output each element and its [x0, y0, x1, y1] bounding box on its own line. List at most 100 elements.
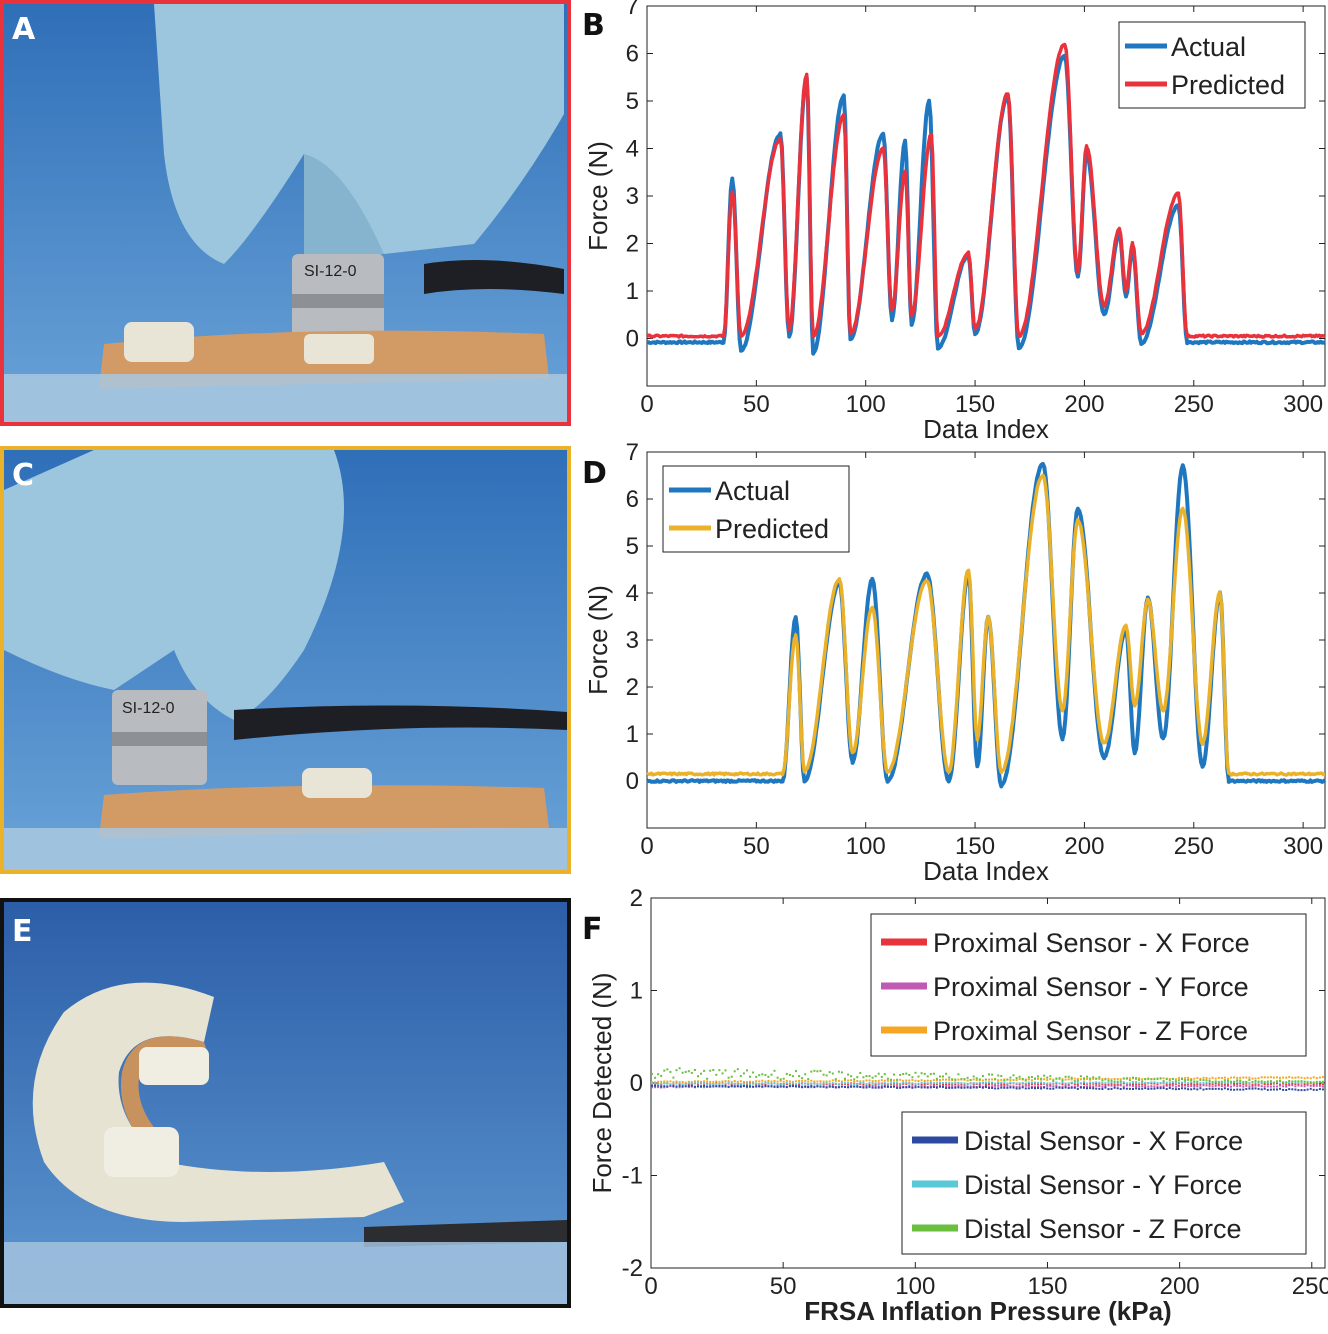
scatter-point: [1034, 1085, 1036, 1088]
scatter-point: [883, 1085, 886, 1088]
scatter-point: [1095, 1077, 1098, 1080]
scatter-point: [730, 1082, 733, 1085]
scatter-point: [1027, 1076, 1030, 1079]
scatter-point: [1107, 1077, 1110, 1080]
scatter-point: [687, 1080, 690, 1083]
scatter-point: [896, 1085, 899, 1088]
scatter-point: [1110, 1079, 1113, 1082]
scatter-point: [1165, 1084, 1168, 1087]
scatter-point: [776, 1076, 779, 1079]
scatter-point: [690, 1082, 693, 1085]
scatter-point: [896, 1086, 899, 1089]
scatter-point: [880, 1079, 883, 1082]
scatter-point: [813, 1086, 816, 1089]
scatter-point: [951, 1084, 954, 1087]
scatter-point: [1043, 1078, 1046, 1081]
scatter-point: [1113, 1078, 1116, 1080]
scatter-point: [1220, 1080, 1223, 1083]
scatter-point: [981, 1075, 984, 1077]
scatter-point: [963, 1083, 966, 1086]
scatter-point: [1122, 1087, 1125, 1090]
scatter-point: [1034, 1087, 1036, 1090]
scatter-point: [779, 1078, 782, 1081]
scatter-point: [1279, 1079, 1281, 1082]
scatter-point: [1052, 1078, 1055, 1081]
scatter-point: [1003, 1082, 1006, 1084]
scatter-point: [804, 1073, 807, 1076]
scatter-point: [1030, 1082, 1033, 1085]
scatter-point: [807, 1080, 810, 1083]
panel-label-f: F: [582, 912, 603, 947]
scatter-point: [1156, 1081, 1159, 1084]
scatter-point: [1049, 1082, 1052, 1085]
scatter-point: [1276, 1076, 1278, 1079]
scatter-point: [1318, 1083, 1321, 1086]
scatter-point: [1024, 1082, 1027, 1085]
scatter-point: [1312, 1076, 1315, 1079]
scatter-point: [718, 1080, 721, 1083]
scatter-point: [1260, 1088, 1263, 1091]
legend-label-F: Distal Sensor - X Force: [964, 1126, 1243, 1156]
scatter-point: [926, 1082, 929, 1085]
scatter-point: [1107, 1082, 1110, 1084]
scatter-point: [1018, 1083, 1021, 1086]
scatter-point: [942, 1075, 944, 1078]
scatter-point: [791, 1085, 794, 1087]
scatter-point: [736, 1068, 739, 1071]
scatter-point: [810, 1086, 813, 1089]
scatter-point: [1223, 1083, 1226, 1086]
scatter-point: [1294, 1088, 1297, 1091]
scatter-point: [1132, 1076, 1134, 1079]
scatter-point: [825, 1086, 828, 1089]
scatter-point: [929, 1085, 932, 1088]
scatter-point: [1086, 1085, 1088, 1088]
x-tick-label-F: 200: [1160, 1273, 1200, 1300]
scatter-point: [951, 1082, 954, 1085]
scatter-point: [1040, 1077, 1043, 1080]
scatter-point: [663, 1069, 666, 1072]
scatter-point: [767, 1075, 770, 1078]
scatter-point: [782, 1080, 785, 1083]
legend-label-B: Predicted: [1171, 70, 1285, 100]
scatter-point: [960, 1078, 963, 1081]
panel-label-c: C: [12, 458, 35, 493]
scatter-point: [804, 1079, 807, 1082]
scatter-point: [1141, 1087, 1144, 1090]
scatter-point: [1113, 1080, 1116, 1083]
scatter-point: [1251, 1081, 1254, 1084]
scatter-point: [1263, 1076, 1266, 1079]
scatter-point: [997, 1081, 1000, 1084]
scatter-point: [1269, 1088, 1272, 1091]
scatter-point: [923, 1079, 926, 1082]
scatter-point: [684, 1085, 687, 1088]
scatter-point: [1233, 1084, 1236, 1087]
scatter-point: [1239, 1079, 1242, 1082]
scatter-point: [1015, 1085, 1018, 1088]
scatter-point: [984, 1078, 987, 1081]
scatter-point: [755, 1082, 758, 1085]
scatter-point: [1049, 1087, 1052, 1090]
scatter-point: [773, 1085, 776, 1088]
y-tick-label-D: 1: [626, 721, 639, 748]
scatter-point: [1318, 1085, 1321, 1088]
scatter-point: [923, 1086, 926, 1089]
scatter-point: [1236, 1085, 1239, 1088]
scatter-point: [724, 1069, 727, 1072]
scatter-point: [1288, 1088, 1291, 1091]
scatter-point: [1205, 1081, 1208, 1084]
scatter-point: [932, 1083, 935, 1086]
scatter-point: [834, 1086, 837, 1089]
scatter-point: [1223, 1084, 1226, 1087]
scatter-point: [752, 1081, 755, 1084]
scatter-point: [1190, 1082, 1193, 1085]
scatter-point: [1135, 1083, 1138, 1086]
scatter-point: [773, 1082, 776, 1085]
scatter-point: [1257, 1077, 1260, 1080]
scatter-point: [874, 1080, 877, 1082]
scatter-point: [657, 1086, 660, 1089]
scatter-point: [666, 1080, 669, 1083]
scatter-point: [1233, 1080, 1236, 1083]
scatter-point: [1046, 1078, 1049, 1081]
scatter-point: [1211, 1088, 1214, 1090]
scatter-point: [926, 1079, 929, 1082]
